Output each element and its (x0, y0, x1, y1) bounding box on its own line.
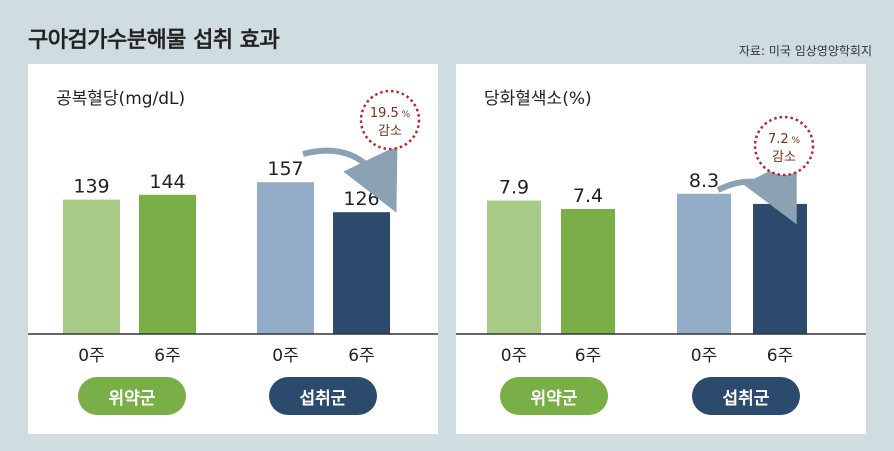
bar-2 (677, 193, 731, 334)
decrease-badge (359, 89, 421, 151)
bar-0 (63, 199, 120, 334)
decrease-value: 19.5 (370, 106, 399, 121)
page-title: 구아검가수분해물 섭취 효과 (28, 28, 280, 53)
category-label: 0주 (501, 346, 527, 366)
decrease-label: 감소 (378, 124, 402, 139)
value-label: 139 (73, 176, 109, 198)
decrease-arrow (302, 145, 398, 213)
source-note: 자료: 미국 임상영양학회지 (738, 44, 872, 58)
hba1c-panel: 당화혈색소(%) 7.9 0주 7.4 6주 8.3 0주 7.7 6주 7.2 % 감소 위약군… (456, 64, 866, 434)
category-label: 6주 (154, 346, 180, 366)
value-label: 157 (267, 158, 303, 180)
value-label: 144 (149, 171, 185, 193)
value-label: 126 (343, 188, 379, 210)
intake-group-pill: 섭취군 (692, 377, 800, 415)
category-label: 0주 (691, 346, 717, 366)
fasting-glucose-panel: 공복혈당(mg/dL) 139 0주 144 6주 157 0주 126 6주 19.5 % 감소… (28, 64, 438, 434)
decrease-percent: 7.2 % (768, 132, 801, 147)
category-label: 0주 (78, 346, 104, 366)
decrease-value: 7.2 (768, 132, 789, 147)
value-label: 7.9 (499, 177, 529, 199)
fasting-glucose-chart: 139 0주 144 6주 157 0주 126 6주 19.5 % 감소 (28, 89, 438, 366)
category-label: 6주 (767, 346, 793, 366)
decrease-unit: % (399, 110, 411, 120)
decrease-unit: % (789, 136, 801, 146)
category-label: 6주 (575, 346, 601, 366)
decrease-arrow (716, 157, 797, 225)
category-label: 0주 (272, 346, 298, 366)
bar-1 (561, 208, 615, 334)
category-label: 6주 (348, 346, 374, 366)
intake-group-pill: 섭취군 (269, 377, 377, 415)
bar-0 (487, 200, 541, 334)
value-label: 7.4 (573, 185, 603, 207)
decrease-badge (753, 115, 815, 177)
bar-2 (257, 182, 314, 334)
placebo-group-pill: 위약군 (78, 377, 186, 415)
decrease-percent: 19.5 % (370, 106, 411, 121)
chart-title: 당화혈색소(%) (484, 89, 592, 109)
decrease-label: 감소 (772, 150, 796, 165)
bar-3 (753, 203, 807, 334)
bar-1 (139, 194, 196, 334)
bar-3 (333, 212, 390, 334)
chart-title: 공복혈당(mg/dL) (56, 89, 186, 109)
value-label: 8.3 (689, 170, 719, 192)
placebo-group-pill: 위약군 (500, 377, 608, 415)
